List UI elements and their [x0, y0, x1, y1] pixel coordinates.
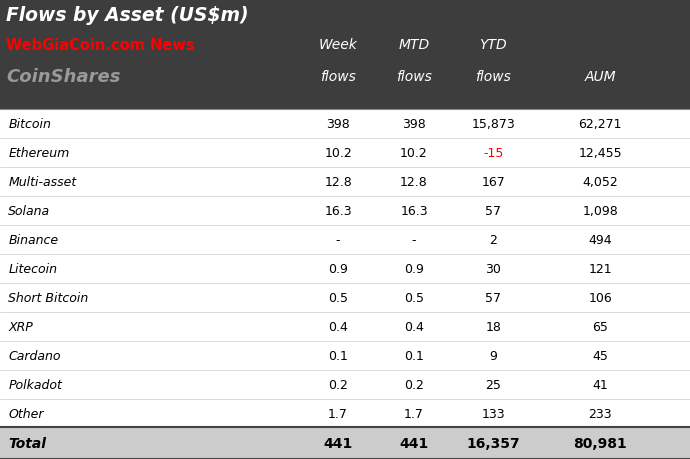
Text: 0.5: 0.5: [328, 291, 348, 304]
Text: 0.4: 0.4: [404, 320, 424, 333]
Text: 494: 494: [589, 234, 612, 246]
Text: 57: 57: [485, 205, 502, 218]
Text: Litecoin: Litecoin: [8, 263, 57, 275]
Text: CoinShares: CoinShares: [6, 68, 121, 86]
Text: 2: 2: [489, 234, 497, 246]
Text: 12,455: 12,455: [578, 147, 622, 160]
Text: Week: Week: [319, 38, 357, 52]
Text: 18: 18: [485, 320, 502, 333]
Text: MTD: MTD: [398, 38, 430, 52]
Text: 0.9: 0.9: [404, 263, 424, 275]
Text: 0.1: 0.1: [328, 349, 348, 362]
Text: WebGiaCoin.com News: WebGiaCoin.com News: [6, 38, 195, 53]
Bar: [0, 0, 690, 110]
Text: 167: 167: [482, 176, 505, 189]
Text: 0.5: 0.5: [404, 291, 424, 304]
Text: 57: 57: [485, 291, 502, 304]
Text: AUM: AUM: [584, 70, 616, 84]
Text: Cardano: Cardano: [8, 349, 61, 362]
Text: 4,052: 4,052: [582, 176, 618, 189]
Text: Multi-asset: Multi-asset: [8, 176, 77, 189]
Text: 121: 121: [589, 263, 612, 275]
Text: 0.2: 0.2: [328, 378, 348, 391]
Text: 12.8: 12.8: [400, 176, 428, 189]
Text: flows: flows: [475, 70, 511, 84]
Text: Binance: Binance: [8, 234, 59, 246]
Text: 41: 41: [593, 378, 608, 391]
Text: 16,357: 16,357: [466, 436, 520, 450]
Text: 25: 25: [485, 378, 502, 391]
Text: -: -: [336, 234, 340, 246]
Text: Bitcoin: Bitcoin: [8, 118, 51, 131]
Text: 1,098: 1,098: [582, 205, 618, 218]
Text: Solana: Solana: [8, 205, 50, 218]
Text: 45: 45: [592, 349, 609, 362]
Text: Other: Other: [8, 407, 43, 420]
Text: XRP: XRP: [8, 320, 33, 333]
Text: -15: -15: [483, 147, 504, 160]
Text: 9: 9: [489, 349, 497, 362]
Text: 62,271: 62,271: [578, 118, 622, 131]
Text: 30: 30: [485, 263, 502, 275]
Text: 15,873: 15,873: [471, 118, 515, 131]
Text: 1.7: 1.7: [328, 407, 348, 420]
Text: -: -: [412, 234, 416, 246]
Text: 233: 233: [589, 407, 612, 420]
Text: 0.9: 0.9: [328, 263, 348, 275]
Bar: [0, 110, 690, 427]
Bar: [0, 427, 690, 459]
Text: 10.2: 10.2: [400, 147, 428, 160]
Text: 12.8: 12.8: [324, 176, 352, 189]
Text: 65: 65: [592, 320, 609, 333]
Text: 0.2: 0.2: [404, 378, 424, 391]
Text: 16.3: 16.3: [324, 205, 352, 218]
Text: Total: Total: [8, 436, 46, 450]
Text: Ethereum: Ethereum: [8, 147, 70, 160]
Text: 441: 441: [400, 436, 428, 450]
Text: 398: 398: [326, 118, 350, 131]
Text: 10.2: 10.2: [324, 147, 352, 160]
Text: Polkadot: Polkadot: [8, 378, 62, 391]
Text: 16.3: 16.3: [400, 205, 428, 218]
Text: flows: flows: [320, 70, 356, 84]
Text: Short Bitcoin: Short Bitcoin: [8, 291, 88, 304]
Text: 133: 133: [482, 407, 505, 420]
Text: 441: 441: [324, 436, 353, 450]
Text: YTD: YTD: [480, 38, 507, 52]
Text: 1.7: 1.7: [404, 407, 424, 420]
Text: 80,981: 80,981: [573, 436, 627, 450]
Text: 106: 106: [589, 291, 612, 304]
Text: Flows by Asset (US$m): Flows by Asset (US$m): [6, 6, 248, 25]
Text: 398: 398: [402, 118, 426, 131]
Text: flows: flows: [396, 70, 432, 84]
Text: 0.1: 0.1: [404, 349, 424, 362]
Text: 0.4: 0.4: [328, 320, 348, 333]
